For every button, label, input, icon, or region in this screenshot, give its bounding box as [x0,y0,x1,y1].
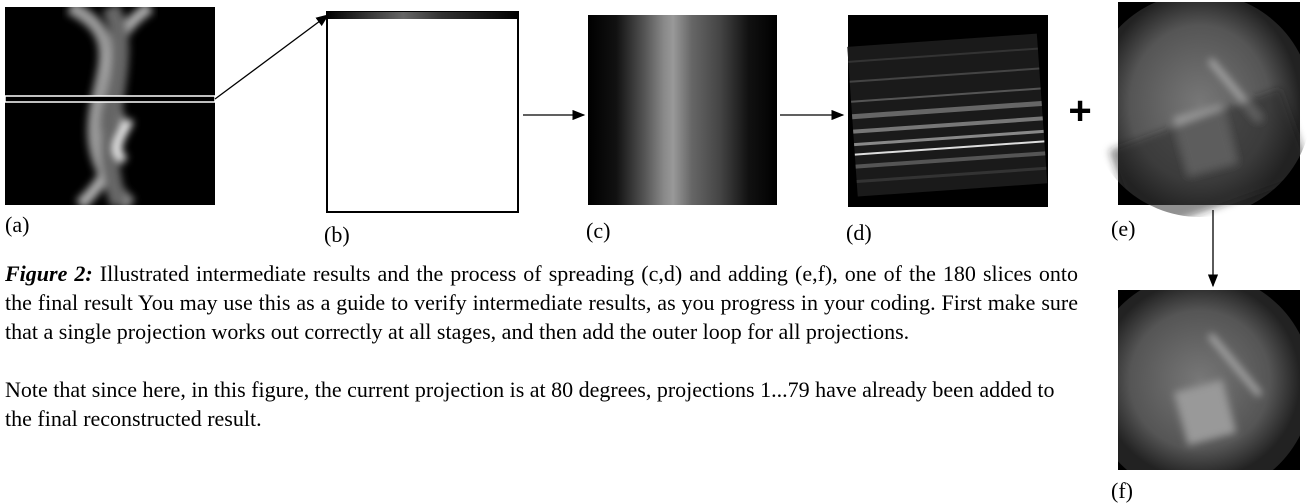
panel-f-image [1118,290,1300,470]
panel-label: (d) [846,220,872,245]
panel-label: (b) [324,222,350,247]
panel-b-image [327,12,518,212]
panel-label: (f) [1111,478,1133,503]
panel-d-image [847,15,1048,207]
panel-e-image [1109,2,1311,235]
panel-label: (c) [586,218,610,243]
plus-sign: + [1068,89,1091,133]
caption-label: Figure 2: [5,261,93,286]
caption-text: Illustrated intermediate results and the… [5,261,1078,344]
caption: Figure 2: Illustrated intermediate resul… [5,259,1078,346]
panel-label: (e) [1111,216,1135,241]
panel-label: (a) [5,212,29,237]
panel-c-image [588,15,777,205]
panel-a-image [5,7,215,205]
caption-note: Note that since here, in this figure, th… [5,375,1078,433]
page: + (a) (b) (c) (d) (e) (f) Figure 2: Illu… [0,0,1312,504]
arrow [215,15,328,99]
